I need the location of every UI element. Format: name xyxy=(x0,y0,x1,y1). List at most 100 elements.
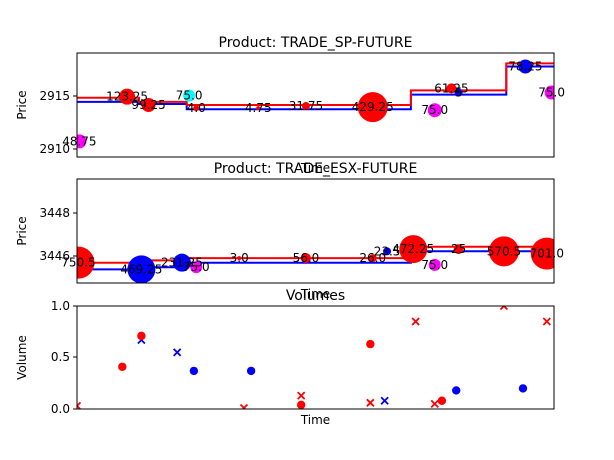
trade-marker xyxy=(77,246,95,279)
trade-label: 26.0 xyxy=(359,251,386,265)
y-axis-label: Price xyxy=(15,216,29,245)
y-axis-label: Volume xyxy=(15,335,29,380)
trade-label: 75.0 xyxy=(183,260,210,274)
ask-step-line xyxy=(77,62,554,106)
x-stroke xyxy=(366,398,375,407)
trade-marker xyxy=(256,106,261,111)
trade-label: 429.25 xyxy=(352,100,394,114)
trade-marker xyxy=(453,244,464,255)
trade-marker xyxy=(183,89,196,102)
trade-marker xyxy=(193,105,200,112)
volume-x-marker xyxy=(366,398,375,407)
plot-area xyxy=(77,59,554,149)
volume-x-marker xyxy=(542,317,551,326)
trade-label: 4.0 xyxy=(187,101,206,115)
trade-label: 25 xyxy=(451,242,466,256)
trade-marker xyxy=(119,88,136,105)
volume-dot-marker xyxy=(246,366,256,376)
trade-label: 75.0 xyxy=(421,103,448,117)
trade-marker xyxy=(428,258,441,271)
trade-label: 3.0 xyxy=(230,251,249,265)
trade-label: 4.75 xyxy=(245,101,272,115)
trade-label: 469.25 xyxy=(120,262,162,276)
trade-label: 23.5 xyxy=(374,244,401,258)
volume-dot-marker xyxy=(137,331,146,341)
chart-title: Volumes xyxy=(286,288,345,304)
trade-label: 56.0 xyxy=(293,251,320,265)
trade-label: 5 xyxy=(455,86,463,100)
trade-label: 75.0 xyxy=(176,89,203,103)
volume-x-marker xyxy=(411,317,420,326)
y-tick-label: 0.0 xyxy=(51,402,70,416)
trade-marker xyxy=(127,255,156,283)
trade-marker xyxy=(301,102,310,111)
trade-label: 78.25 xyxy=(508,60,542,74)
trade-label: 123.25 xyxy=(106,90,148,104)
trade-marker xyxy=(77,134,87,149)
volume-x-marker xyxy=(77,401,82,409)
x-stroke xyxy=(430,399,439,408)
plot-area xyxy=(77,306,551,409)
trade-marker xyxy=(488,236,519,267)
x-axis-label: Time xyxy=(300,161,330,175)
y-tick-label: 0.5 xyxy=(51,350,70,364)
trade-marker xyxy=(357,92,388,123)
x-stroke xyxy=(77,401,82,408)
volume-dot-marker xyxy=(296,400,306,409)
trade-label: 75.0 xyxy=(538,86,565,100)
volume-dot-marker xyxy=(189,366,199,376)
volume-x-marker xyxy=(380,396,389,405)
volume-dot-marker xyxy=(452,386,461,395)
trade-marker xyxy=(368,254,377,263)
trade-label: 99.25 xyxy=(131,98,165,112)
x-stroke xyxy=(241,403,249,409)
trade-marker xyxy=(454,88,463,97)
x-axis-label: Time xyxy=(300,287,330,301)
x-axis-label: Time xyxy=(300,413,330,427)
x-stroke xyxy=(380,396,389,405)
chart-title: Product: TRADE_SP-FUTURE xyxy=(219,35,413,51)
x-stroke xyxy=(77,404,82,409)
trade-label: 31.75 xyxy=(289,99,323,113)
volume-dot-marker xyxy=(366,339,375,349)
trade-marker xyxy=(427,103,442,118)
chart-title: Product: TRADE_ESX-FUTURE xyxy=(214,161,418,177)
trade-label: 61.25 xyxy=(434,81,468,95)
trade-marker xyxy=(544,85,554,100)
trade-marker xyxy=(237,256,242,261)
volume-x-marker xyxy=(499,306,509,311)
trade-marker xyxy=(300,253,311,264)
x-stroke xyxy=(499,306,506,311)
trade-marker xyxy=(446,83,457,94)
y-tick-label: 3446 xyxy=(39,249,70,263)
y-tick-label: 1.0 xyxy=(51,299,70,313)
volume-x-marker xyxy=(430,399,439,408)
volume-x-marker xyxy=(173,348,182,357)
trade-marker xyxy=(518,59,533,74)
trade-label: 75.0 xyxy=(421,258,448,272)
trade-marker xyxy=(383,247,392,256)
y-tick-label: 2910 xyxy=(39,142,70,156)
x-stroke xyxy=(542,317,551,326)
trade-label: 48.75 xyxy=(62,134,96,148)
trade-label: 570.5 xyxy=(487,244,521,258)
volume-dot-marker xyxy=(437,396,447,405)
trade-label: 701.0 xyxy=(530,247,564,261)
volume-x-marker xyxy=(239,403,249,409)
y-tick-label: 3448 xyxy=(39,206,70,220)
axes-frame xyxy=(76,178,555,284)
trade-marker xyxy=(172,253,191,272)
x-stroke xyxy=(173,348,182,357)
x-stroke xyxy=(502,306,509,311)
y-tick-label: 2915 xyxy=(39,89,70,103)
x-stroke xyxy=(297,391,306,400)
trade-label: 472.25 xyxy=(392,242,434,256)
trade-marker xyxy=(190,261,203,274)
plot-area xyxy=(77,235,554,283)
